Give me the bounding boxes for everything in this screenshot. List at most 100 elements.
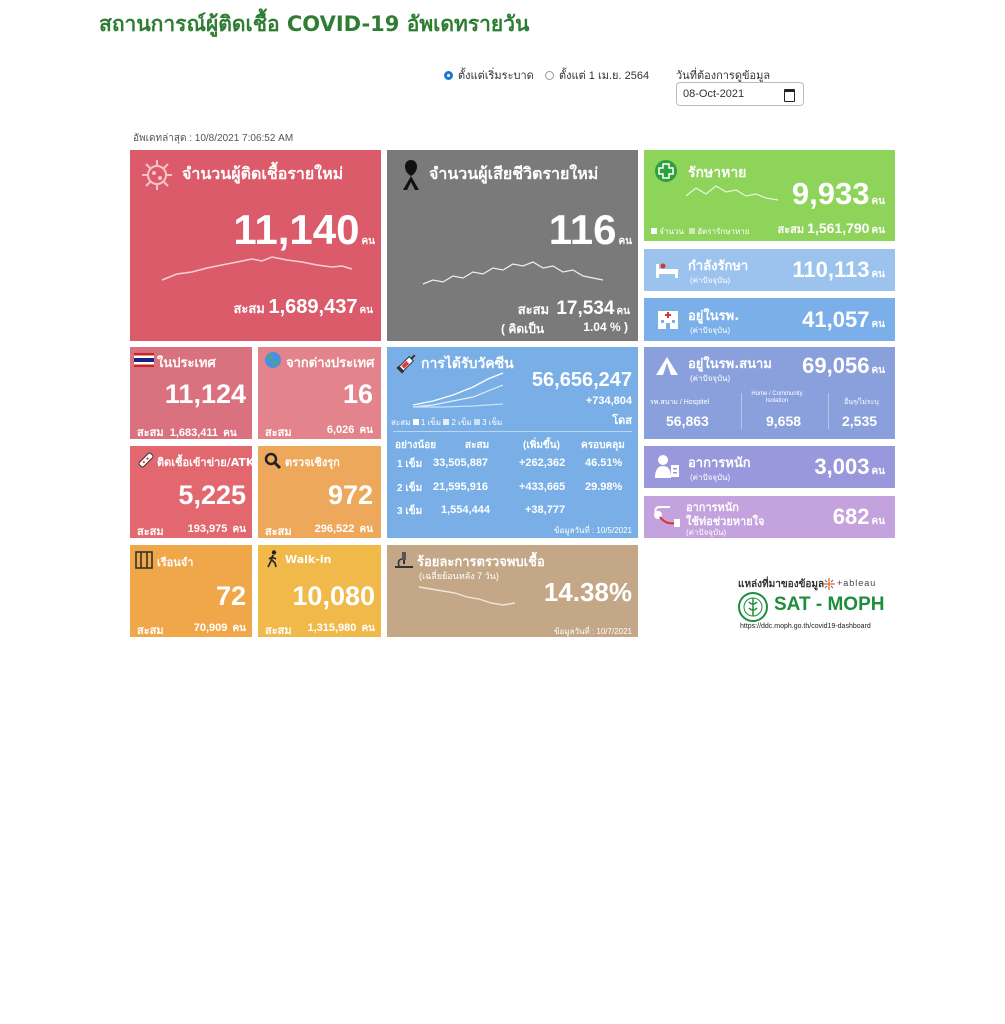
proactive-cumulative: 296,522 คน: [315, 522, 373, 537]
ventilator-note: (ค่าปัจจุบัน): [686, 528, 727, 537]
hospital-tile: อยู่ในรพ. (ค่าปัจจุบัน) 41,057 คน: [644, 298, 895, 341]
walkin-cumulative-label: สะสม: [265, 625, 292, 637]
date-input[interactable]: 08-Oct-2021: [676, 82, 804, 106]
positivity-subtitle: (เฉลี่ยย้อนหลัง 7 วัน): [419, 571, 499, 581]
hospital-value-wrap: 41,057 คน: [802, 307, 885, 333]
proactive-tile: ตรวจเชิงรุก 972 สะสม 296,522 คน: [258, 446, 381, 538]
in-treatment-tile: กำลังรักษา (ค่าปัจจุบัน) 110,113 คน: [644, 249, 895, 291]
legend-dose1-label: 1 เข็ม: [420, 418, 441, 427]
new-cases-tile: จำนวนผู้ติดเชื้อรายใหม่ 11,140 คน สะสม 1,…: [130, 150, 381, 341]
legend-rate-label: อัตรารักษาหาย: [697, 227, 750, 236]
virus-icon: [142, 160, 172, 190]
in-treatment-title: กำลังรักษา: [688, 259, 749, 274]
positivity-sparkline: [418, 586, 516, 606]
deaths-rate: 1.04 % ): [583, 320, 628, 334]
plus-cross-icon: [655, 160, 677, 182]
unit-label: คน: [359, 305, 373, 316]
vaccine-dose-unit: โดส: [612, 415, 632, 427]
deaths-tile: จำนวนผู้เสียชีวิตรายใหม่ 116 คน สะสม 17,5…: [387, 150, 638, 341]
source-label: แหล่งที่มาของข้อมูล: [738, 579, 825, 590]
hospital-note: (ค่าปัจจุบัน): [690, 326, 731, 335]
legend-dose2-swatch: [443, 419, 450, 425]
deaths-value-wrap: 116 คน: [549, 206, 632, 254]
domestic-tile: ในประเทศ 11,124 สะสม 1,683,411 คน: [130, 347, 252, 439]
proactive-cumulative-label: สะสม: [265, 526, 292, 538]
field-hospital-col3-value: 2,535: [842, 413, 878, 429]
atk-cumulative-label: สะสม: [137, 526, 164, 538]
recovered-sparkline: [685, 185, 779, 201]
vaccine-total: 56,656,247: [531, 369, 632, 391]
radio-selected-icon[interactable]: [444, 70, 453, 80]
bed-icon: [656, 263, 678, 278]
in-treatment-value-wrap: 110,113 คน: [792, 257, 885, 283]
magnifier-icon: [264, 452, 282, 470]
radio-unselected-icon[interactable]: [545, 70, 554, 80]
moph-logo-icon: [738, 592, 768, 622]
unit-label: คน: [871, 269, 885, 280]
walking-person-icon: [267, 550, 277, 568]
radio-since-april[interactable]: ตั้งแต่ 1 เม.ย. 2564: [545, 66, 649, 84]
field-hospital-value: 69,056: [802, 353, 870, 378]
deaths-title: จำนวนผู้เสียชีวิตรายใหม่: [429, 164, 599, 183]
unit-label: คน: [871, 516, 885, 527]
prison-tile: เรือนจำ 72 สะสม 70,909 คน: [130, 545, 252, 637]
divider: [828, 393, 829, 429]
positivity-tile: ร้อยละการตรวจพบเชื้อ (เฉลี่ยย้อนหลัง 7 ว…: [387, 545, 638, 637]
in-treatment-value: 110,113: [792, 257, 870, 282]
source-url[interactable]: https://ddc.moph.go.th/covid19-dashboard: [740, 623, 871, 630]
recovered-cumulative-value: 1,561,790: [807, 220, 870, 236]
ventilator-title-2: ใช้ท่อช่วยหายใจ: [686, 515, 765, 528]
positivity-title: ร้อยละการตรวจพบเชื้อ: [417, 555, 545, 570]
abroad-tile: จากต่างประเทศ 16 สะสม 6,026 คน: [258, 347, 381, 439]
vaccine-row-increase: +38,777: [525, 504, 566, 516]
unit-label: คน: [359, 524, 373, 535]
recovered-legend: จำนวน อัตรารักษาหาย: [651, 225, 749, 238]
tent-icon: [656, 357, 678, 375]
abroad-title: จากต่างประเทศ: [286, 356, 375, 371]
jail-icon: [135, 551, 153, 569]
vaccine-row-dose: 1 เข็ม: [397, 459, 423, 470]
last-updated: อัพเดทล่าสุด : 10/8/2021 7:06:52 AM: [133, 133, 294, 144]
vaccine-header-total: สะสม: [465, 440, 490, 451]
deaths-cumulative-value: 17,534: [556, 298, 615, 319]
unit-label: คน: [223, 428, 237, 439]
vaccine-row-coverage: 46.51%: [585, 457, 623, 469]
proactive-value: 972: [327, 480, 373, 510]
radio-since-outbreak[interactable]: ตั้งแต่เริ่มระบาด: [444, 66, 534, 84]
hospital-icon: [658, 311, 678, 329]
new-cases-title: จำนวนผู้ติดเชื้อรายใหม่: [182, 164, 344, 183]
field-hospital-col1-label: รพ.สนาม / Hospitel: [650, 399, 710, 406]
domestic-value: 11,124: [164, 379, 246, 409]
patient-icon: [655, 455, 679, 478]
thai-flag-icon: [134, 353, 154, 367]
prison-cumulative-value: 70,909: [193, 622, 228, 634]
positivity-data-date: ข้อมูลวันที่ : 10/7/2021: [554, 627, 632, 636]
ventilator-icon: [654, 506, 680, 527]
new-cases-cumulative-value: 1,689,437: [268, 296, 358, 318]
proactive-cumulative-value: 296,522: [314, 523, 355, 535]
ventilator-value-wrap: 682 คน: [833, 504, 885, 530]
deaths-value: 116: [548, 206, 617, 253]
tableau-icon: [823, 578, 835, 590]
vaccine-row-total: 21,595,916: [433, 481, 489, 493]
atk-value: 5,225: [178, 480, 246, 510]
recovered-value: 9,933: [791, 176, 870, 211]
ventilator-title-1: อาการหนัก: [686, 501, 739, 514]
cumulative-label: สะสม: [777, 224, 805, 236]
field-hospital-col2-value: 9,658: [766, 413, 802, 429]
abroad-cumulative: 6,026 คน: [327, 423, 373, 438]
new-cases-value-wrap: 11,140 คน: [233, 206, 375, 254]
unit-label: คน: [618, 236, 632, 247]
walkin-value: 10,080: [292, 581, 375, 611]
recovered-value-wrap: 9,933 คน: [792, 176, 885, 212]
vaccine-title: การได้รับวัคซีน: [421, 356, 514, 372]
legend-count-label: จำนวน: [659, 227, 684, 236]
microscope-icon: [395, 552, 413, 568]
legend-prefix: สะสม: [391, 418, 411, 427]
legend-dose3-swatch: [473, 419, 480, 425]
divider: [393, 431, 632, 432]
deaths-cumulative: สะสม 17,534 คน: [518, 298, 630, 320]
calendar-icon[interactable]: [784, 89, 795, 102]
ventilator-value: 682: [832, 504, 870, 529]
legend-rate-swatch: [689, 228, 696, 234]
